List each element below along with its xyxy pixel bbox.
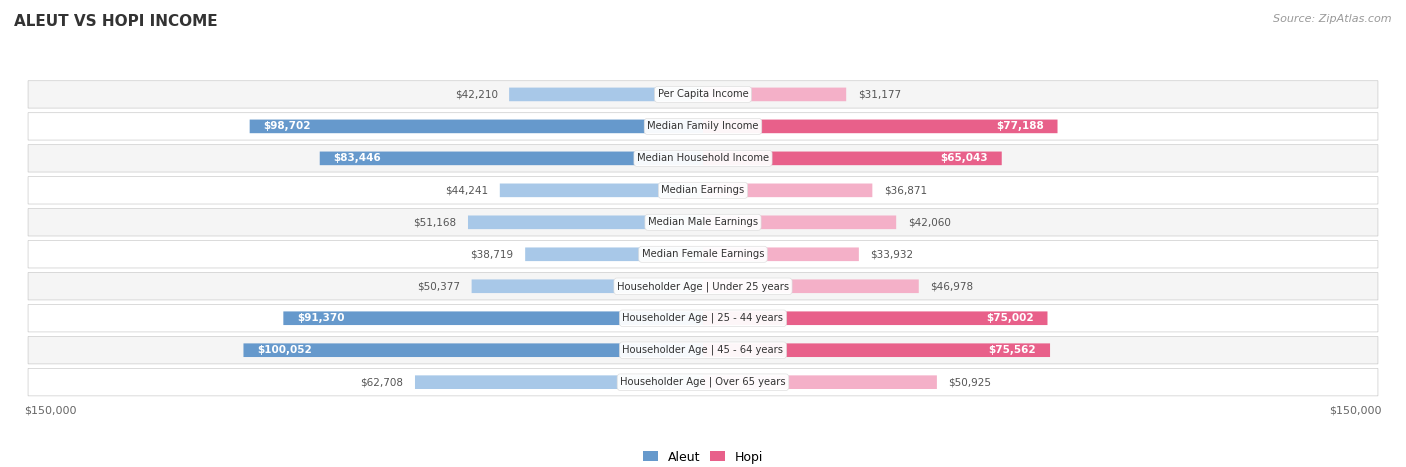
FancyBboxPatch shape xyxy=(703,311,1047,325)
FancyBboxPatch shape xyxy=(243,343,703,357)
FancyBboxPatch shape xyxy=(28,273,1378,300)
Text: $36,871: $36,871 xyxy=(884,185,927,195)
FancyBboxPatch shape xyxy=(319,152,703,165)
FancyBboxPatch shape xyxy=(471,279,703,293)
Text: $98,702: $98,702 xyxy=(263,121,311,131)
Text: $150,000: $150,000 xyxy=(24,406,77,416)
Text: Median Household Income: Median Household Income xyxy=(637,153,769,163)
Text: $42,060: $42,060 xyxy=(908,217,950,227)
FancyBboxPatch shape xyxy=(468,215,703,229)
Text: Median Female Earnings: Median Female Earnings xyxy=(641,249,765,259)
FancyBboxPatch shape xyxy=(703,152,1001,165)
Text: Median Male Earnings: Median Male Earnings xyxy=(648,217,758,227)
FancyBboxPatch shape xyxy=(28,145,1378,172)
FancyBboxPatch shape xyxy=(28,177,1378,204)
Text: $91,370: $91,370 xyxy=(297,313,344,323)
Text: $31,177: $31,177 xyxy=(858,89,901,99)
FancyBboxPatch shape xyxy=(703,215,896,229)
FancyBboxPatch shape xyxy=(28,304,1378,332)
Text: $44,241: $44,241 xyxy=(446,185,488,195)
FancyBboxPatch shape xyxy=(28,113,1378,140)
FancyBboxPatch shape xyxy=(703,120,1057,133)
Text: $33,932: $33,932 xyxy=(870,249,914,259)
FancyBboxPatch shape xyxy=(703,375,936,389)
FancyBboxPatch shape xyxy=(28,241,1378,268)
Text: Householder Age | 25 - 44 years: Householder Age | 25 - 44 years xyxy=(623,313,783,324)
Text: Per Capita Income: Per Capita Income xyxy=(658,89,748,99)
Text: Median Family Income: Median Family Income xyxy=(647,121,759,131)
FancyBboxPatch shape xyxy=(28,81,1378,108)
FancyBboxPatch shape xyxy=(28,337,1378,364)
Text: Source: ZipAtlas.com: Source: ZipAtlas.com xyxy=(1274,14,1392,24)
Text: $51,168: $51,168 xyxy=(413,217,457,227)
Legend: Aleut, Hopi: Aleut, Hopi xyxy=(637,446,769,467)
Text: $42,210: $42,210 xyxy=(454,89,498,99)
FancyBboxPatch shape xyxy=(703,88,846,101)
FancyBboxPatch shape xyxy=(526,248,703,261)
FancyBboxPatch shape xyxy=(703,279,918,293)
FancyBboxPatch shape xyxy=(28,209,1378,236)
FancyBboxPatch shape xyxy=(703,343,1050,357)
FancyBboxPatch shape xyxy=(415,375,703,389)
Text: $46,978: $46,978 xyxy=(931,281,973,291)
Text: $75,562: $75,562 xyxy=(988,345,1036,355)
FancyBboxPatch shape xyxy=(703,184,872,197)
Text: $50,377: $50,377 xyxy=(418,281,460,291)
FancyBboxPatch shape xyxy=(703,248,859,261)
FancyBboxPatch shape xyxy=(250,120,703,133)
Text: $50,925: $50,925 xyxy=(949,377,991,387)
FancyBboxPatch shape xyxy=(28,368,1378,396)
FancyBboxPatch shape xyxy=(499,184,703,197)
Text: Householder Age | Under 25 years: Householder Age | Under 25 years xyxy=(617,281,789,291)
Text: $75,002: $75,002 xyxy=(986,313,1033,323)
Text: $150,000: $150,000 xyxy=(1329,406,1382,416)
Text: Householder Age | 45 - 64 years: Householder Age | 45 - 64 years xyxy=(623,345,783,355)
Text: $77,188: $77,188 xyxy=(995,121,1043,131)
Text: $65,043: $65,043 xyxy=(941,153,988,163)
Text: Householder Age | Over 65 years: Householder Age | Over 65 years xyxy=(620,377,786,388)
Text: $83,446: $83,446 xyxy=(333,153,381,163)
FancyBboxPatch shape xyxy=(284,311,703,325)
Text: $100,052: $100,052 xyxy=(257,345,312,355)
FancyBboxPatch shape xyxy=(509,88,703,101)
Text: Median Earnings: Median Earnings xyxy=(661,185,745,195)
Text: $62,708: $62,708 xyxy=(360,377,404,387)
Text: ALEUT VS HOPI INCOME: ALEUT VS HOPI INCOME xyxy=(14,14,218,29)
Text: $38,719: $38,719 xyxy=(471,249,513,259)
